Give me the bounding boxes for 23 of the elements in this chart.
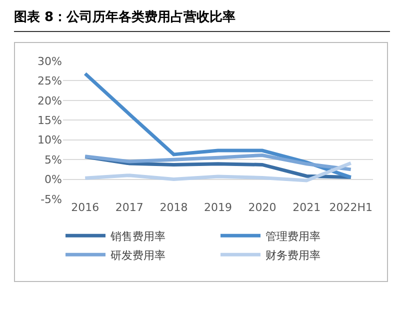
- x-tick-label: 2021: [292, 201, 321, 214]
- legend-label: 管理费用率: [266, 230, 320, 243]
- legend-label: 销售费用率: [110, 230, 166, 243]
- line-series: [83, 161, 353, 182]
- chart-title: 图表 8：公司历年各类费用占营收比率: [14, 8, 390, 32]
- y-tick-label: 30%: [38, 54, 62, 68]
- y-tick-label: 20%: [38, 94, 62, 108]
- y-tick-label: 25%: [38, 74, 62, 88]
- line-series: [83, 72, 353, 180]
- y-tick-label: -5%: [40, 192, 62, 206]
- legend-label: 财务费用率: [266, 248, 320, 262]
- x-tick-label: 2019: [204, 201, 232, 214]
- x-tick-label: 2016: [71, 201, 100, 214]
- y-tick-label: 0%: [44, 173, 62, 186]
- x-tick-label: 2022H1: [329, 201, 372, 214]
- line-series: [83, 153, 353, 172]
- legend-label: 研发费用率: [110, 248, 166, 262]
- y-tick-label: 5%: [44, 153, 62, 166]
- x-tick-label: 2018: [160, 201, 188, 214]
- y-tick-label: 15%: [38, 114, 62, 127]
- x-tick-label: 2020: [248, 201, 276, 214]
- y-tick-label: 10%: [38, 134, 62, 147]
- x-tick-label: 2017: [115, 201, 144, 214]
